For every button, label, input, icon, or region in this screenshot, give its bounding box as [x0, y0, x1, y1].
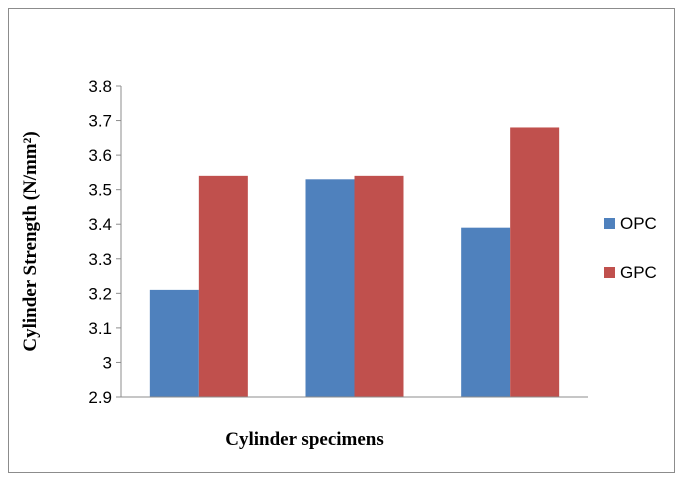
legend: OPC GPC: [604, 214, 657, 282]
y-axis-ticks: 2.9 3 3.1 3.2 3.3 3.4 3.5 3.6 3.7 3.8: [88, 77, 121, 407]
y-tick-label: 3.1: [88, 319, 112, 338]
y-tick-label: 3.4: [88, 215, 112, 234]
bar-opc-3: [461, 227, 511, 397]
legend-label-opc: OPC: [620, 214, 657, 233]
x-axis-title: Cylinder specimens: [225, 429, 384, 450]
y-tick-label: 3.8: [88, 77, 112, 96]
y-tick-label: 3.5: [88, 181, 112, 200]
y-tick-label: 3.7: [88, 112, 112, 131]
bar-opc-2: [305, 179, 355, 397]
y-tick-label: 3.3: [88, 250, 112, 269]
legend-swatch-gpc: [604, 267, 615, 278]
bars: [149, 127, 560, 397]
legend-label-gpc: GPC: [620, 263, 657, 282]
y-tick-label: 3.2: [88, 284, 112, 303]
y-tick-label: 2.9: [88, 388, 112, 407]
legend-swatch-opc: [604, 218, 615, 229]
y-tick-label: 3: [103, 353, 112, 372]
bar-gpc-2: [354, 175, 404, 397]
bar-opc-1: [149, 289, 199, 397]
y-axis-title: Cylinder Strength (N/mm²): [20, 131, 41, 351]
bar-gpc-1: [198, 175, 248, 397]
bar-gpc-3: [510, 127, 560, 397]
y-tick-label: 3.6: [88, 146, 112, 165]
